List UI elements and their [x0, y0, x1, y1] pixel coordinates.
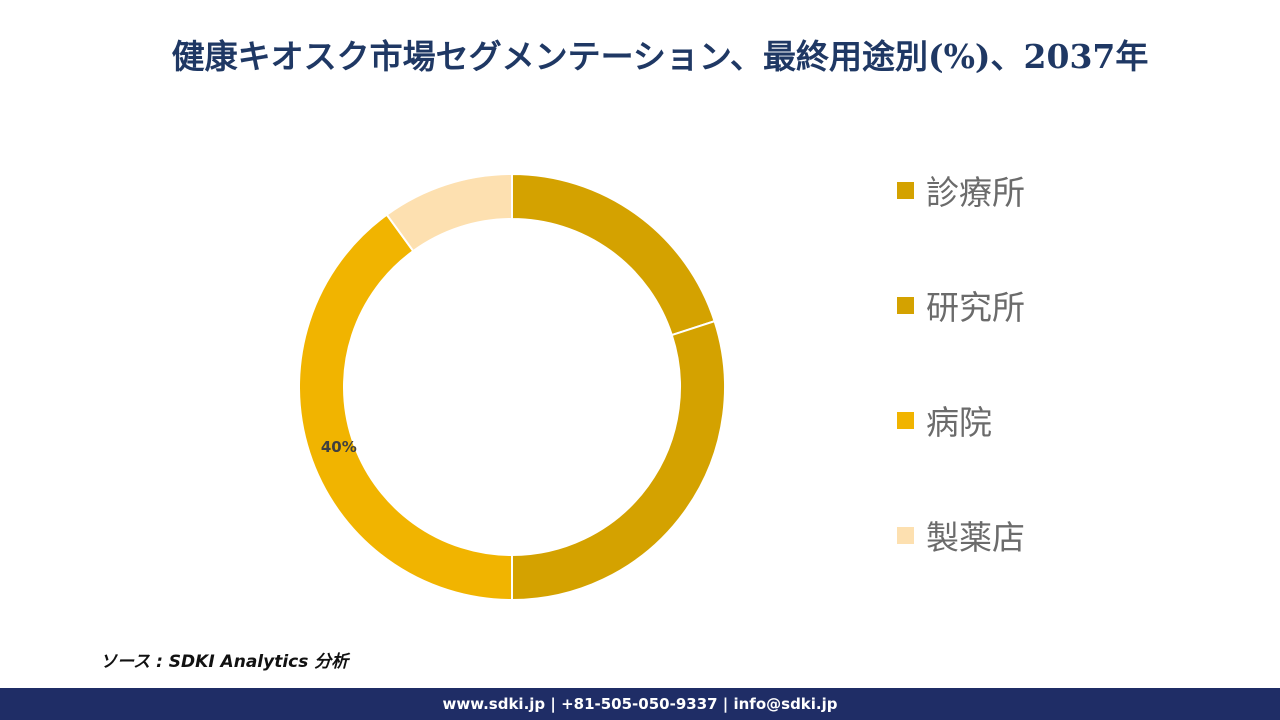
- legend-swatch-hospital: [897, 411, 914, 429]
- donut-data-labels: 40%: [321, 438, 357, 456]
- legend-item-laboratory: 研究所: [897, 280, 1025, 330]
- donut-slice-pharmacy: [385, 172, 513, 253]
- legend-item-clinic: 診療所: [897, 165, 1025, 215]
- footer-contact-bar: www.sdki.jp | +81-505-050-9337 | info@sd…: [0, 688, 1280, 720]
- legend-item-pharmacy: 製薬店: [897, 510, 1025, 560]
- donut-slice-hospital: [298, 213, 513, 602]
- legend-swatch-pharmacy: [897, 526, 914, 544]
- legend-label-pharmacy: 製薬店: [926, 518, 1025, 557]
- legend-label-laboratory: 研究所: [926, 288, 1025, 327]
- legend-swatch-clinic: [897, 181, 914, 199]
- legend-label-hospital: 病院: [926, 403, 992, 442]
- donut-slices: [298, 172, 726, 602]
- donut-slice-clinic: [511, 172, 716, 337]
- chart-title: 健康キオスク市場セグメンテーション、最終用途別(%)、2037年: [171, 37, 1149, 76]
- source-note: ソース : SDKI Analytics 分析: [100, 652, 349, 672]
- donut-slice-laboratory: [511, 319, 726, 602]
- legend-item-hospital: 病院: [897, 395, 992, 445]
- legend-label-clinic: 診療所: [926, 173, 1025, 212]
- data-label-hospital: 40%: [321, 438, 357, 456]
- legend-swatch-laboratory: [897, 296, 914, 314]
